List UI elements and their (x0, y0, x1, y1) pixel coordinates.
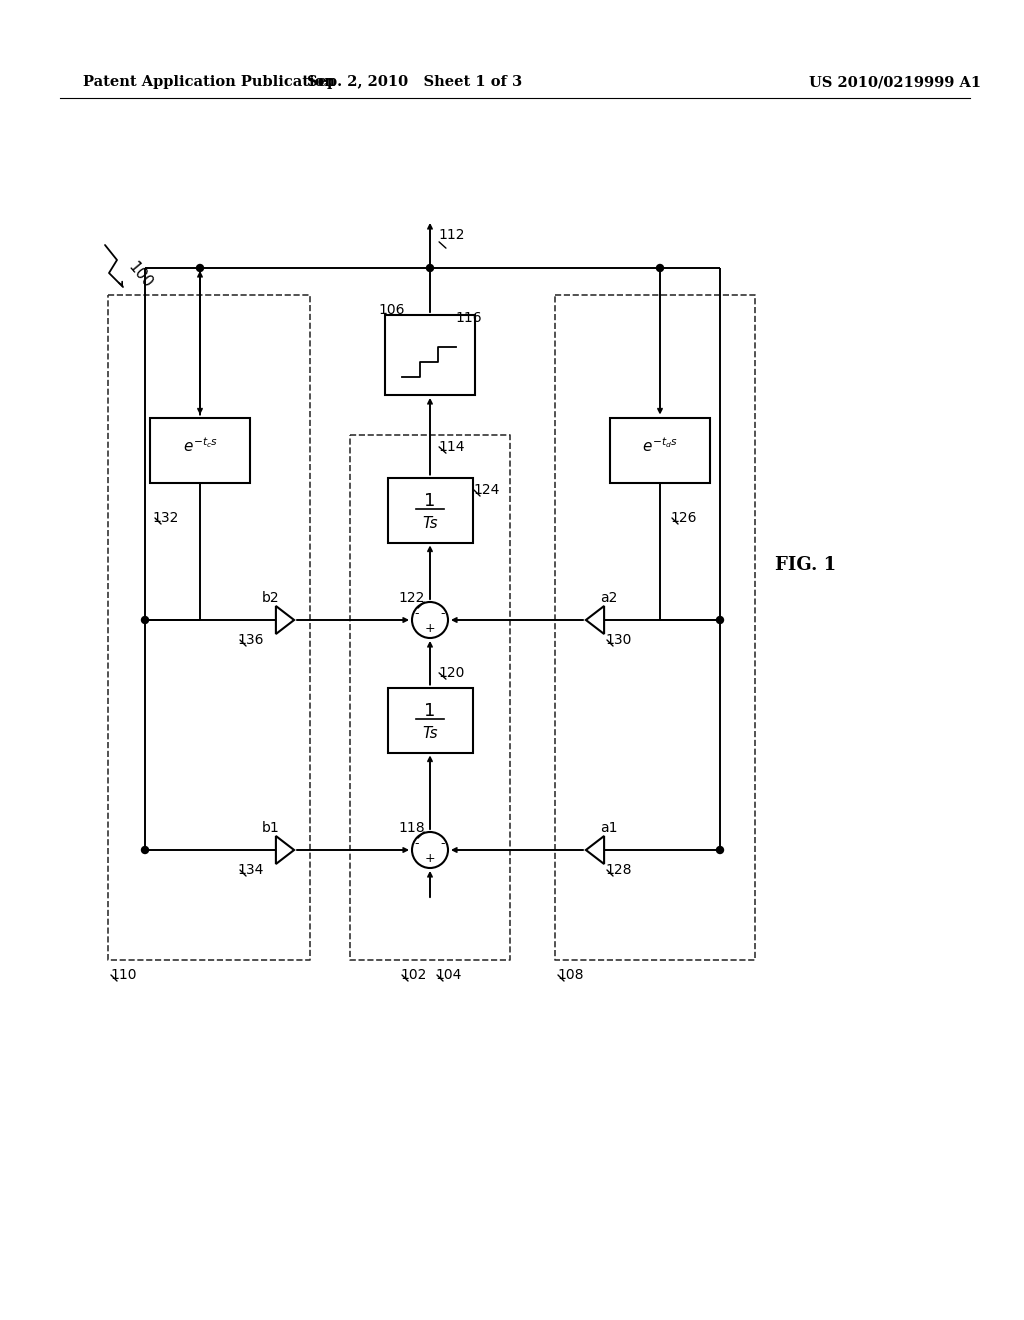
Text: -: - (440, 837, 445, 850)
Circle shape (141, 846, 148, 854)
Text: 106: 106 (378, 304, 404, 317)
Text: US 2010/0219999 A1: US 2010/0219999 A1 (809, 75, 981, 88)
Text: a2: a2 (600, 591, 617, 605)
Circle shape (717, 846, 724, 854)
Text: 126: 126 (670, 511, 696, 525)
Text: Ts: Ts (422, 726, 438, 741)
Text: -: - (415, 607, 419, 620)
Polygon shape (275, 606, 294, 634)
Circle shape (141, 616, 148, 623)
Text: -: - (415, 837, 419, 850)
Text: b1: b1 (262, 821, 280, 836)
Text: 130: 130 (605, 634, 632, 647)
Text: 100: 100 (125, 259, 155, 290)
Text: 1: 1 (424, 492, 435, 510)
Text: 1: 1 (424, 702, 435, 719)
Text: Patent Application Publication: Patent Application Publication (83, 75, 335, 88)
Text: 102: 102 (400, 968, 426, 982)
Circle shape (412, 832, 449, 869)
Text: $e^{-t_c s}$: $e^{-t_c s}$ (182, 437, 217, 455)
Text: b2: b2 (262, 591, 280, 605)
Text: 112: 112 (438, 228, 465, 242)
Text: 110: 110 (110, 968, 136, 982)
Text: $e^{-t_d s}$: $e^{-t_d s}$ (642, 437, 678, 455)
Text: 122: 122 (398, 591, 425, 605)
Text: a1: a1 (600, 821, 617, 836)
Bar (387, 478, 472, 543)
Text: FIG. 1: FIG. 1 (775, 556, 837, 574)
Bar (610, 417, 710, 483)
Text: Sep. 2, 2010   Sheet 1 of 3: Sep. 2, 2010 Sheet 1 of 3 (307, 75, 522, 88)
Text: -: - (440, 607, 445, 620)
Text: 120: 120 (438, 667, 464, 680)
Circle shape (197, 264, 204, 272)
Text: 114: 114 (438, 440, 465, 454)
Text: 128: 128 (605, 863, 632, 876)
Text: +: + (425, 622, 435, 635)
Text: +: + (425, 851, 435, 865)
Bar (387, 688, 472, 752)
Text: 116: 116 (455, 312, 481, 325)
Text: 118: 118 (398, 821, 425, 836)
Circle shape (427, 264, 433, 272)
Text: 136: 136 (237, 634, 263, 647)
Circle shape (412, 602, 449, 638)
Circle shape (656, 264, 664, 272)
Polygon shape (586, 606, 604, 634)
Text: Ts: Ts (422, 516, 438, 531)
Polygon shape (586, 836, 604, 865)
Text: 132: 132 (152, 511, 178, 525)
Circle shape (717, 616, 724, 623)
Bar (150, 417, 250, 483)
Text: 108: 108 (557, 968, 584, 982)
Text: 104: 104 (435, 968, 462, 982)
Polygon shape (275, 836, 294, 865)
Text: 124: 124 (473, 483, 500, 498)
Text: 134: 134 (237, 863, 263, 876)
Bar (385, 315, 475, 395)
